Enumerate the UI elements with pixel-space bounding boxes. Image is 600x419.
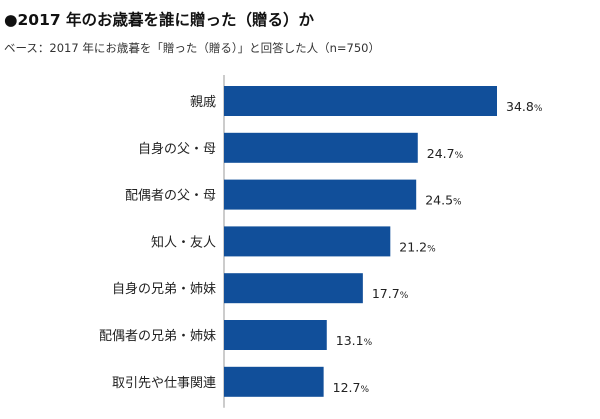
data-label: 34.8% bbox=[506, 99, 543, 114]
data-label: 17.7% bbox=[372, 286, 409, 301]
bar bbox=[224, 320, 327, 350]
category-label: 自身の兄弟・姉妹 bbox=[112, 281, 216, 297]
bar bbox=[224, 86, 497, 116]
category-label: 自身の父・母 bbox=[138, 141, 216, 157]
bar bbox=[224, 179, 417, 210]
bar bbox=[224, 226, 391, 257]
data-label: 12.7% bbox=[333, 380, 370, 395]
category-label: 配偶者の父・母 bbox=[125, 189, 216, 204]
category-label: 親戚 bbox=[190, 95, 216, 110]
data-label: 13.1% bbox=[336, 333, 373, 348]
data-label: 24.5% bbox=[425, 193, 462, 208]
bar bbox=[224, 366, 324, 397]
category-label: 配偶者の兄弟・姉妹 bbox=[99, 329, 216, 344]
bar bbox=[224, 132, 418, 163]
data-label: 21.2% bbox=[399, 239, 436, 254]
category-label: 取引先や仕事関連 bbox=[112, 376, 216, 391]
category-label: 知人・友人 bbox=[151, 234, 216, 250]
chart-subtitle: ベース：2017 年にお歳暮を「贈った（贈る）」と回答した人（n=750） bbox=[4, 41, 380, 55]
data-label: 24.7% bbox=[427, 146, 464, 161]
chart-title: ●2017 年のお歳暮を誰に贈った（贈る）か bbox=[4, 11, 315, 29]
bar bbox=[224, 273, 363, 304]
